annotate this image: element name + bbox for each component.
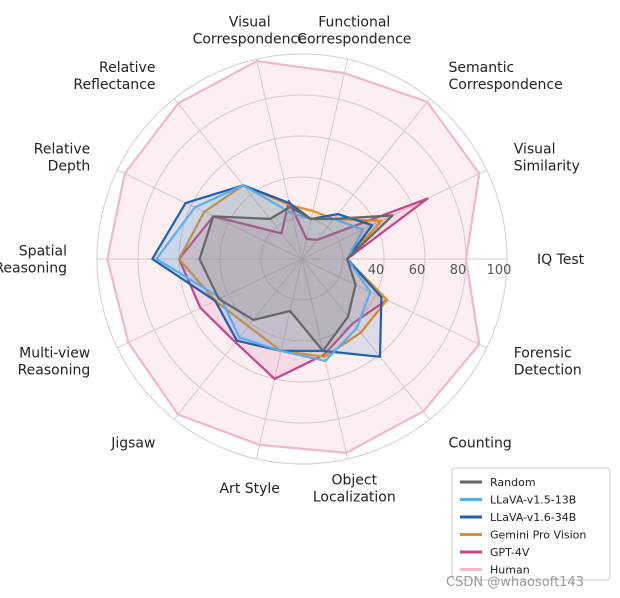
series-human bbox=[106, 59, 481, 454]
axis-label-line: Object bbox=[331, 473, 377, 489]
axis-label-iq-test: IQ Test bbox=[537, 252, 585, 268]
spoke-relative-depth bbox=[117, 169, 303, 260]
axis-label-line: Localization bbox=[313, 490, 396, 506]
spoke-art-style bbox=[255, 258, 303, 459]
axis-label-line: Reflectance bbox=[73, 77, 155, 93]
axis-label-jigsaw: Jigsaw bbox=[110, 436, 155, 452]
legend-label-llava-v1-5-13b: LLaVA-v1.5-13B bbox=[490, 494, 576, 507]
spoke-functional-correspondence bbox=[301, 59, 349, 260]
axis-label-line: Jigsaw bbox=[110, 436, 155, 452]
legend-box bbox=[451, 467, 611, 581]
axis-label-line: Correspondence bbox=[297, 31, 411, 47]
axis-label-line: Reasoning bbox=[0, 261, 67, 277]
axis-label-line: Detection bbox=[514, 362, 582, 378]
axis-label-line: IQ Test bbox=[537, 252, 585, 268]
legend-label-gpt-4v: GPT-4V bbox=[490, 546, 530, 559]
spoke-forensic-detection bbox=[301, 258, 487, 349]
axis-label-line: Forensic bbox=[514, 345, 572, 361]
series-layer bbox=[106, 59, 481, 454]
spoke-visual-similarity bbox=[301, 169, 487, 260]
axis-label-relative-reflectance: Relative Reflectance bbox=[73, 60, 155, 93]
axis-label-multi-view-reasoning: Multi-view Reasoning bbox=[18, 345, 91, 378]
legend: Random LLaVA-v1.5-13B LLaVA-v1.6-34B Gemini… bbox=[451, 467, 611, 581]
axis-label-line: Relative bbox=[34, 142, 90, 158]
axis-label-line: Correspondence bbox=[449, 77, 563, 93]
axis-label-line: Similarity bbox=[514, 159, 580, 175]
axis-label-line: Visual bbox=[229, 14, 271, 30]
axis-label-forensic-detection: Forensic Detection bbox=[514, 345, 582, 378]
axis-label-line: Art Style bbox=[219, 481, 279, 497]
axis-label-object-localization: Object Localization bbox=[313, 473, 396, 506]
axis-label-line: Counting bbox=[449, 436, 512, 452]
axis-label-line: Spatial bbox=[19, 244, 67, 260]
legend-label-human: Human bbox=[490, 564, 530, 577]
spoke-object-localization bbox=[301, 258, 349, 459]
axis-label-line: Multi-view bbox=[19, 345, 90, 361]
watermark: CSDN @whaosoft143 bbox=[446, 575, 584, 590]
axis-label-counting: Counting bbox=[449, 436, 512, 452]
legend-label-gemini-pro-vision: Gemini Pro Vision bbox=[490, 529, 586, 542]
axis-label-line: Relative bbox=[99, 60, 155, 76]
radial-ticks: 40 60 80 100 bbox=[368, 263, 512, 278]
spoke-semantic-correspondence bbox=[301, 98, 431, 260]
axis-label-visual-similarity: Visual Similarity bbox=[514, 142, 580, 175]
axis-label-line: Reasoning bbox=[18, 362, 91, 378]
axis-label-line: Correspondence bbox=[193, 31, 307, 47]
radial-tick-100: 100 bbox=[487, 263, 512, 278]
radial-tick-40: 40 bbox=[368, 263, 385, 278]
axis-label-relative-depth: Relative Depth bbox=[34, 142, 90, 175]
spoke-multi-view-reasoning bbox=[117, 258, 303, 349]
radial-tick-80: 80 bbox=[450, 263, 467, 278]
axis-label-functional-correspondence: Functional Correspondence bbox=[297, 14, 411, 47]
axis-label-semantic-correspondence: Semantic Correspondence bbox=[449, 60, 563, 93]
spoke-counting bbox=[301, 258, 431, 420]
spoke-visual-correspondence bbox=[255, 59, 303, 260]
radial-tick-60: 60 bbox=[409, 263, 426, 278]
axis-label-line: Functional bbox=[318, 14, 390, 30]
axis-label-line: Visual bbox=[514, 142, 556, 158]
legend-label-random: Random bbox=[490, 476, 536, 489]
axis-label-spatial-reasoning: Spatial Reasoning bbox=[0, 244, 67, 277]
axis-label-visual-correspondence: Visual Correspondence bbox=[193, 14, 307, 47]
axis-label-line: Depth bbox=[48, 159, 91, 175]
legend-label-llava-v1-6-34b: LLaVA-v1.6-34B bbox=[490, 511, 576, 524]
series-random bbox=[198, 205, 394, 352]
axis-label-art-style: Art Style bbox=[219, 481, 279, 497]
axis-label-line: Semantic bbox=[449, 60, 515, 76]
spoke-jigsaw bbox=[173, 258, 303, 420]
